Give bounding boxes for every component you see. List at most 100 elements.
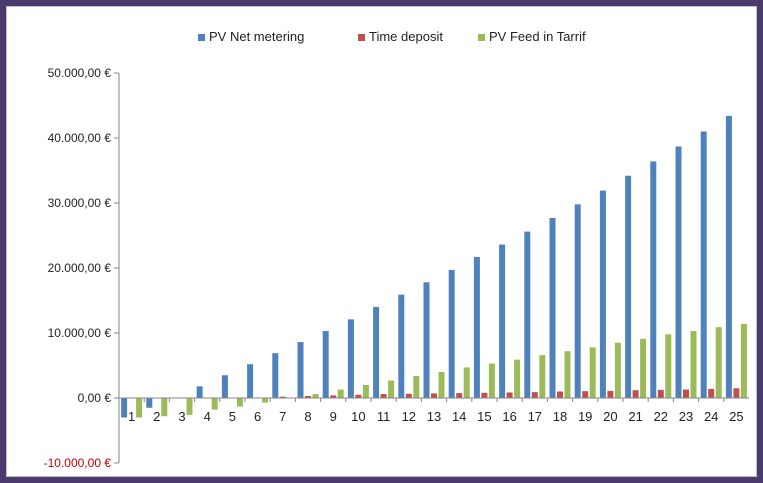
x-tick-label: 18 <box>553 409 567 424</box>
bar-pv-feed-in-tarrif-23 <box>690 331 697 398</box>
bar-time-deposit-18 <box>557 391 563 398</box>
bar-pv-feed-in-tarrif-13 <box>438 372 445 398</box>
legend-swatch <box>358 34 365 41</box>
bar-time-deposit-25 <box>733 388 740 398</box>
bar-pv-net-metering-4 <box>196 386 203 398</box>
legend-label: PV Feed in Tarrif <box>489 29 586 44</box>
y-tick-label: 10.000,00 € <box>48 326 112 340</box>
y-tick-label: 0,00 € <box>78 391 112 405</box>
bar-pv-net-metering-24 <box>700 131 707 398</box>
bar-pv-feed-in-tarrif-19 <box>589 347 596 398</box>
bar-time-deposit-8 <box>305 396 311 398</box>
bar-time-deposit-16 <box>506 392 513 398</box>
bar-time-deposit-13 <box>431 393 437 398</box>
x-tick-label: 8 <box>304 409 311 424</box>
x-tick-label: 20 <box>603 409 617 424</box>
x-tick-label: 15 <box>477 409 491 424</box>
bar-pv-feed-in-tarrif-24 <box>715 327 722 398</box>
bar-pv-net-metering-21 <box>625 175 632 398</box>
bar-pv-feed-in-tarrif-12 <box>413 375 420 398</box>
bar-pv-net-metering-20 <box>599 190 606 398</box>
x-tick-label: 22 <box>654 409 668 424</box>
x-tick-label: 23 <box>679 409 693 424</box>
bar-time-deposit-23 <box>683 389 689 398</box>
y-tick-label: -10.000,00 € <box>44 456 112 470</box>
bar-pv-net-metering-6 <box>247 364 254 398</box>
bar-pv-feed-in-tarrif-5 <box>236 398 243 407</box>
bar-pv-net-metering-12 <box>398 294 405 398</box>
x-tick-label: 2 <box>153 409 160 424</box>
bar-pv-net-metering-13 <box>423 282 430 398</box>
x-tick-label: 5 <box>229 409 236 424</box>
y-tick-label: 50.000,00 € <box>48 66 112 80</box>
bar-time-deposit-7 <box>279 396 286 398</box>
bar-time-deposit-9 <box>330 395 337 398</box>
bar-pv-net-metering-11 <box>373 307 380 398</box>
bar-pv-feed-in-tarrif-25 <box>740 323 747 398</box>
legend-label: PV Net metering <box>209 29 304 44</box>
legend-swatch <box>198 34 205 41</box>
bar-time-deposit-17 <box>531 392 538 398</box>
bar-pv-net-metering-15 <box>473 256 480 398</box>
bar-pv-net-metering-22 <box>650 161 657 398</box>
x-tick-label: 19 <box>578 409 592 424</box>
bar-pv-feed-in-tarrif-6 <box>262 398 269 403</box>
bar-pv-feed-in-tarrif-1 <box>136 398 143 418</box>
x-tick-label: 6 <box>254 409 261 424</box>
bar-pv-net-metering-10 <box>347 319 354 398</box>
x-tick-label: 1 <box>128 409 135 424</box>
bar-pv-feed-in-tarrif-8 <box>312 394 319 398</box>
x-tick-label: 24 <box>704 409 718 424</box>
bar-pv-feed-in-tarrif-11 <box>388 380 395 398</box>
y-axis: 50.000,00 € 40.000,00 € 30.000,00 € 20.000,… <box>44 66 120 470</box>
bar-pv-net-metering-1 <box>121 398 128 418</box>
bar-pv-feed-in-tarrif-20 <box>614 342 621 398</box>
bar-pv-net-metering-14 <box>448 269 455 398</box>
x-tick-label: 4 <box>204 409 211 424</box>
x-tick-label: 25 <box>729 409 743 424</box>
bar-pv-net-metering-23 <box>675 146 682 398</box>
x-tick-label: 12 <box>402 409 416 424</box>
bar-pv-feed-in-tarrif-9 <box>337 389 344 398</box>
y-tick-label: 30.000,00 € <box>48 196 112 210</box>
bar-time-deposit-22 <box>657 389 664 399</box>
bar-pv-feed-in-tarrif-3 <box>186 398 193 415</box>
bar-chart: PV Net metering Time deposit PV Feed in Ta… <box>44 29 749 470</box>
bar-series <box>121 115 747 418</box>
legend-label: Time deposit <box>369 29 443 44</box>
bar-pv-net-metering-2 <box>146 398 153 408</box>
x-tick-label: 10 <box>351 409 365 424</box>
bar-time-deposit-11 <box>380 394 387 398</box>
bar-pv-net-metering-19 <box>574 204 581 398</box>
bar-pv-feed-in-tarrif-2 <box>161 398 168 417</box>
y-tick-label: 40.000,00 € <box>48 131 112 145</box>
bar-pv-feed-in-tarrif-18 <box>564 351 571 398</box>
y-tick-label: 20.000,00 € <box>48 261 112 275</box>
bar-time-deposit-20 <box>607 390 614 398</box>
bar-time-deposit-10 <box>355 394 362 398</box>
bar-pv-feed-in-tarrif-15 <box>488 363 495 398</box>
bar-pv-net-metering-5 <box>221 375 228 398</box>
bar-pv-net-metering-17 <box>524 231 531 398</box>
bar-pv-feed-in-tarrif-4 <box>211 398 218 410</box>
bar-time-deposit-12 <box>405 393 412 398</box>
x-tick-label: 16 <box>502 409 516 424</box>
bar-pv-net-metering-8 <box>297 342 304 398</box>
bar-pv-feed-in-tarrif-17 <box>539 355 546 398</box>
x-tick-label: 3 <box>178 409 185 424</box>
x-tick-label: 13 <box>427 409 441 424</box>
bar-pv-feed-in-tarrif-10 <box>362 385 369 398</box>
bar-pv-net-metering-25 <box>725 115 732 399</box>
x-tick-label: 17 <box>528 409 542 424</box>
bar-time-deposit-21 <box>632 390 639 398</box>
chart-legend: PV Net metering Time deposit PV Feed in Ta… <box>198 29 586 44</box>
x-axis: 1 2 3 4 5 6 7 8 9 10 11 12 13 14 15 16 17 18 19 20 21 22 23 24 2… <box>118 397 749 424</box>
x-tick-label: 11 <box>377 409 391 424</box>
x-tick-label: 9 <box>330 409 337 424</box>
bar-pv-net-metering-7 <box>272 353 279 398</box>
bar-time-deposit-19 <box>582 391 589 398</box>
bar-pv-net-metering-18 <box>549 217 556 398</box>
x-tick-label: 21 <box>628 409 642 424</box>
bar-pv-feed-in-tarrif-16 <box>514 359 521 398</box>
bar-pv-feed-in-tarrif-21 <box>640 338 647 398</box>
